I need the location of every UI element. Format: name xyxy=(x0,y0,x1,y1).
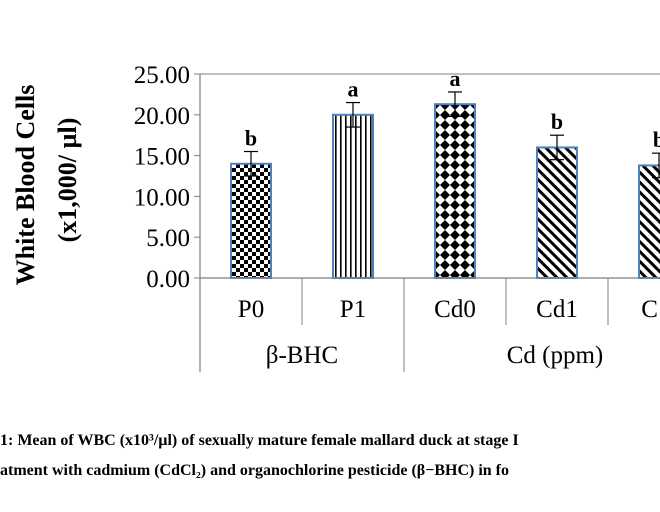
bar-p0 xyxy=(230,162,272,279)
bar-p1 xyxy=(332,113,374,279)
y-tick-label: 25.00 xyxy=(134,62,190,89)
bar-cd xyxy=(638,164,660,279)
bars xyxy=(230,103,660,279)
bar-cd0 xyxy=(434,103,476,279)
x-category-label: Cd1 xyxy=(536,296,578,323)
significance-letter: b xyxy=(245,126,257,151)
y-tick-label: 20.00 xyxy=(134,103,190,130)
y-axis-ticks: 0.00 5.00 10.00 15.00 20.00 25.00 xyxy=(134,62,200,293)
y-axis-title: White Blood Cells (x1,000/ µl) xyxy=(11,85,82,286)
x-category-labels: P0 P1 Cd0 Cd1 C d xyxy=(238,296,660,323)
x-group-label: Cd (ppm) xyxy=(507,342,604,369)
significance-letter: b xyxy=(551,109,563,134)
y-axis-title-line1: White Blood Cells xyxy=(11,85,40,286)
x-category-label: P1 xyxy=(340,296,366,323)
bar-cd1 xyxy=(536,146,578,279)
axes xyxy=(194,73,660,372)
figure-caption-line2: atment with cadmium (CdCl₂) and organoch… xyxy=(0,462,509,479)
significance-letters: b a a b b xyxy=(245,66,660,152)
y-tick-label: 10.00 xyxy=(134,184,190,211)
y-tick-label: 5.00 xyxy=(146,225,190,252)
x-category-label: Cd0 xyxy=(434,296,476,323)
error-bars xyxy=(244,91,660,179)
x-category-label: P0 xyxy=(238,296,264,323)
significance-letter: b xyxy=(653,127,660,152)
significance-letter: a xyxy=(348,77,359,102)
figure-caption-line1: 1: Mean of WBC (x10³/µl) of sexually mat… xyxy=(0,432,519,449)
y-tick-label: 15.00 xyxy=(134,144,190,171)
x-group-labels: β-BHC Cd (ppm) xyxy=(266,342,603,369)
y-tick-label: 0.00 xyxy=(146,266,190,293)
x-group-label: β-BHC xyxy=(266,342,338,369)
wbc-bar-chart: White Blood Cells (x1,000/ µl) 0.00 5.00 1… xyxy=(11,62,660,372)
y-axis-title-line2: (x1,000/ µl) xyxy=(53,118,82,243)
x-category-label: C d xyxy=(641,296,660,323)
significance-letter: a xyxy=(450,66,461,91)
